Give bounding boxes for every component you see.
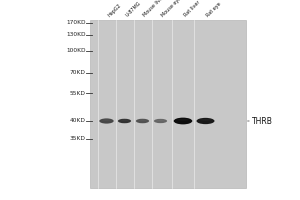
- Text: U-87MG: U-87MG: [124, 1, 142, 18]
- Text: HepG2: HepG2: [106, 3, 122, 18]
- Ellipse shape: [99, 118, 114, 124]
- Ellipse shape: [174, 118, 192, 124]
- Ellipse shape: [136, 119, 149, 123]
- Ellipse shape: [200, 119, 211, 121]
- Text: 35KD: 35KD: [70, 136, 86, 142]
- Ellipse shape: [118, 119, 131, 123]
- Text: 40KD: 40KD: [70, 118, 86, 123]
- Ellipse shape: [157, 120, 164, 121]
- Text: 170KD: 170KD: [66, 21, 86, 25]
- Text: 130KD: 130KD: [66, 32, 86, 38]
- Text: Mouse eye: Mouse eye: [160, 0, 183, 18]
- Ellipse shape: [154, 119, 167, 123]
- Ellipse shape: [121, 120, 128, 121]
- Text: Rat liver: Rat liver: [183, 0, 201, 18]
- Text: 70KD: 70KD: [70, 71, 86, 75]
- Text: THRB: THRB: [248, 116, 273, 126]
- Text: 55KD: 55KD: [70, 90, 86, 96]
- Text: Rat eye: Rat eye: [206, 1, 222, 18]
- Text: 100KD: 100KD: [66, 48, 86, 53]
- Ellipse shape: [139, 120, 146, 121]
- Text: Mouse liver: Mouse liver: [142, 0, 166, 18]
- Bar: [90, 20, 246, 188]
- Ellipse shape: [196, 118, 214, 124]
- Ellipse shape: [102, 119, 111, 121]
- Ellipse shape: [177, 119, 189, 121]
